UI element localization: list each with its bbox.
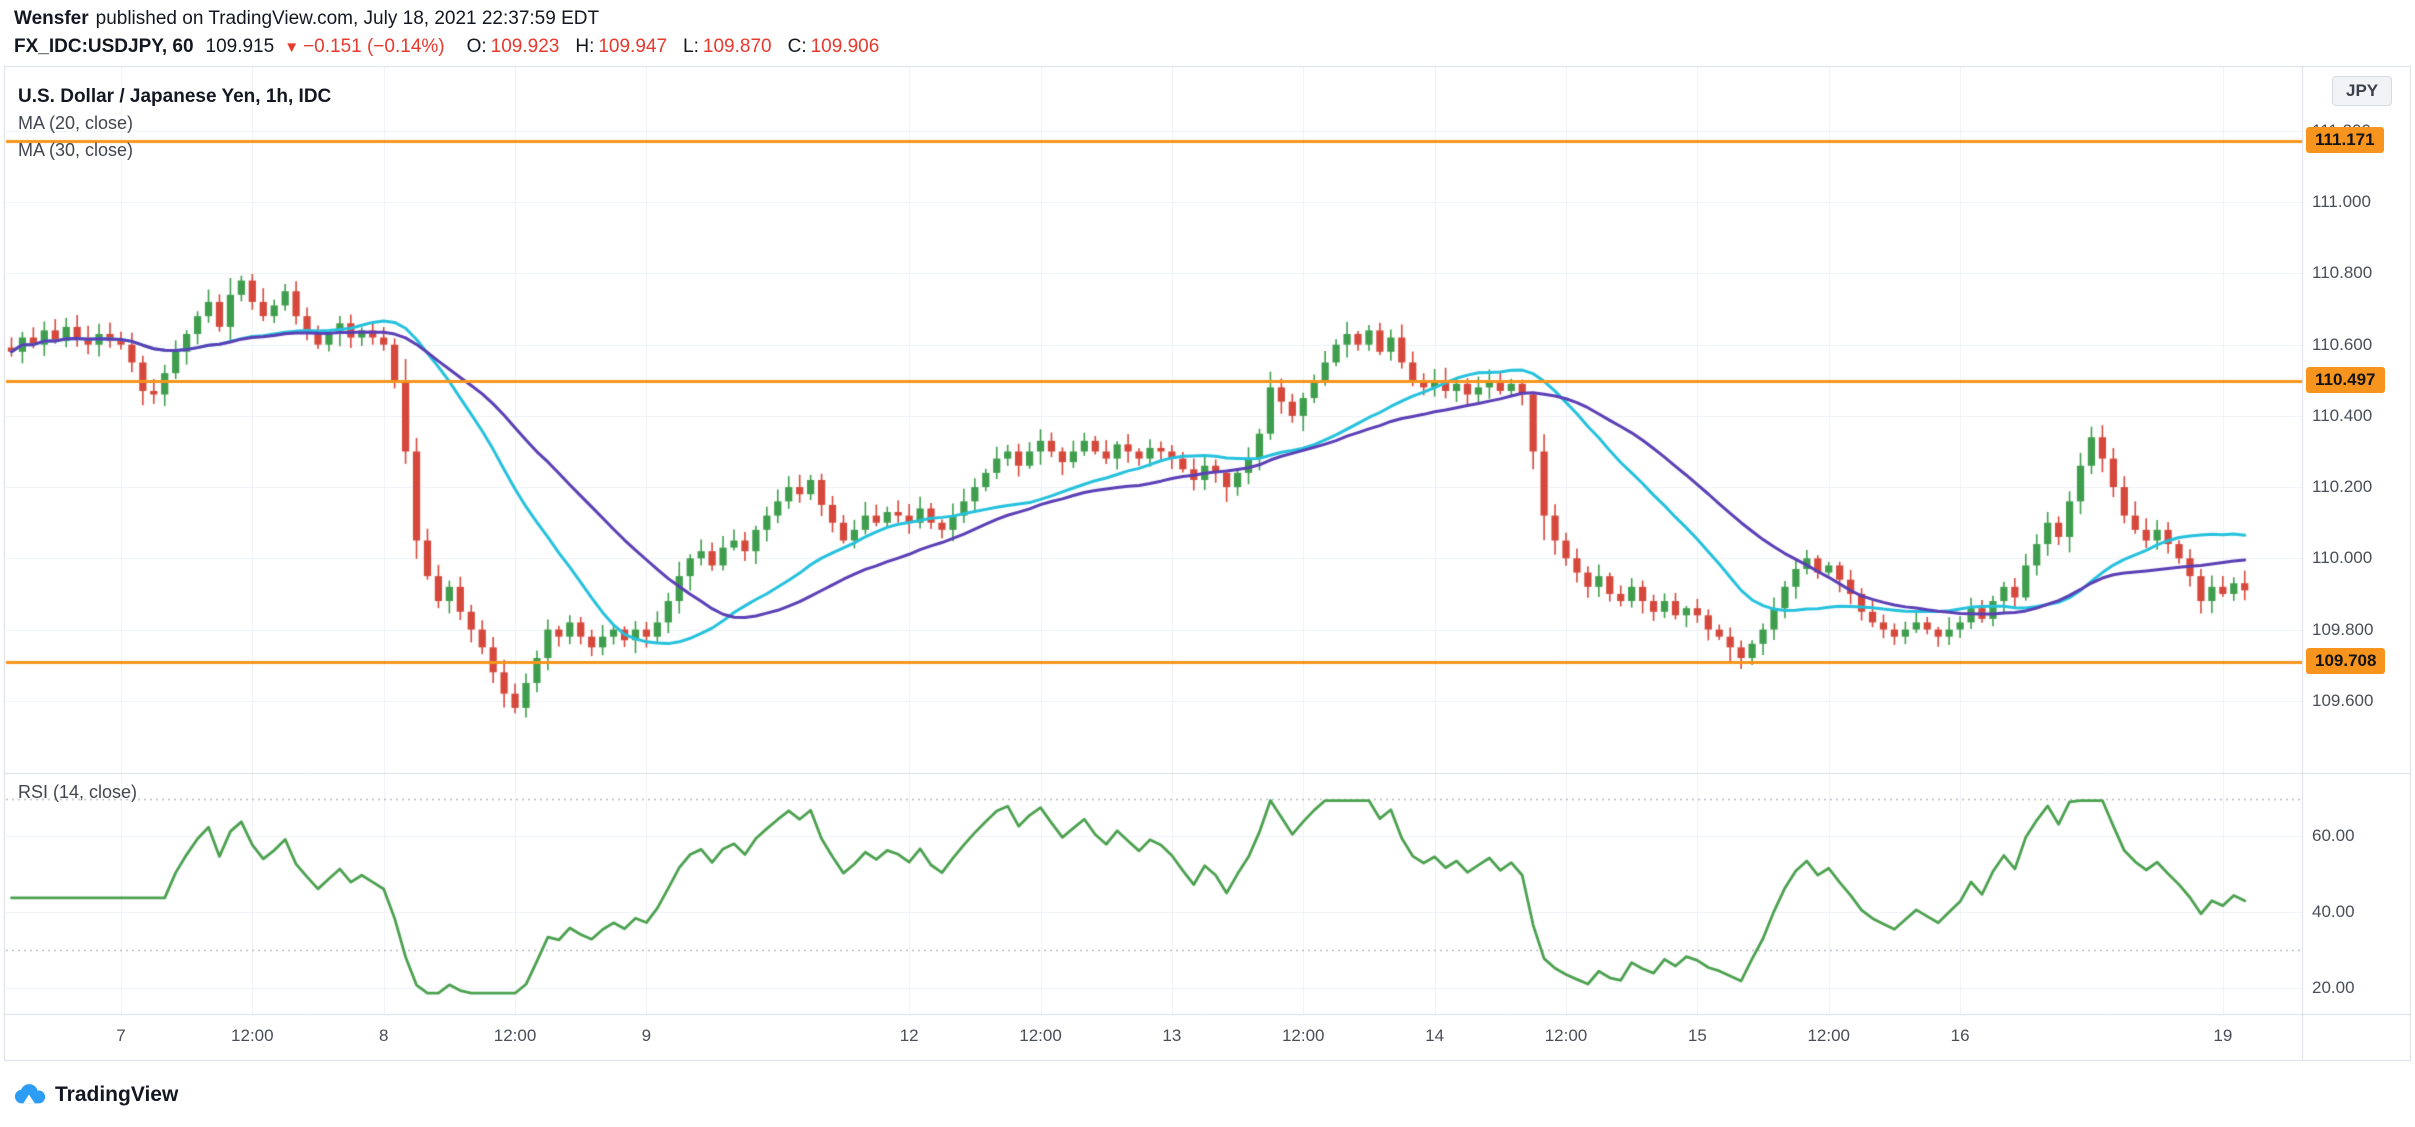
- rsi-legend[interactable]: RSI (14, close): [18, 782, 138, 802]
- chart-title[interactable]: U.S. Dollar / Japanese Yen, 1h, IDC: [18, 86, 332, 107]
- tradingview-attribution[interactable]: TradingView: [12, 1082, 178, 1107]
- chart-legend: U.S. Dollar / Japanese Yen, 1h, IDC MA (…: [18, 84, 331, 164]
- ma20-legend[interactable]: MA (20, close): [18, 113, 134, 133]
- currency-badge[interactable]: JPY: [2332, 76, 2393, 106]
- ma30-legend[interactable]: MA (30, close): [18, 140, 134, 160]
- tradingview-logo-icon: [14, 1084, 46, 1104]
- tradingview-wordmark: TradingView: [55, 1082, 179, 1106]
